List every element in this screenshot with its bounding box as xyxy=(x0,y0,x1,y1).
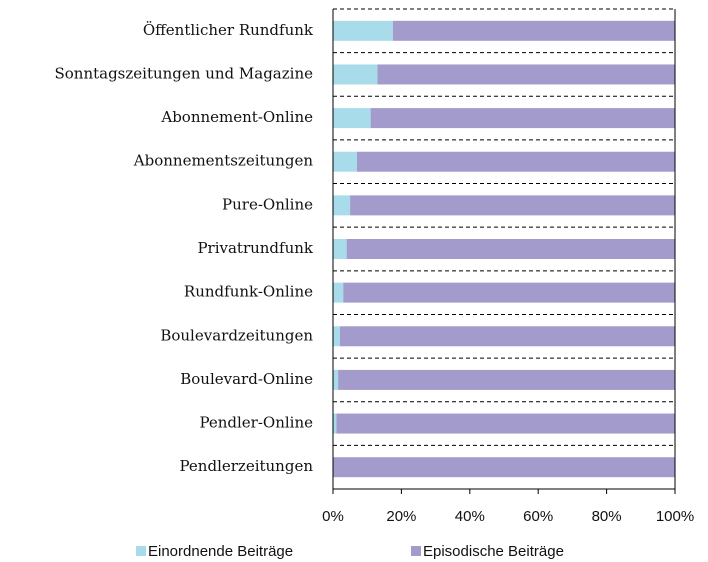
x-tick-label: 0% xyxy=(322,508,344,525)
x-tick-label: 100% xyxy=(656,508,694,525)
legend-label: Einordnende Beiträge xyxy=(148,543,293,560)
x-tick-label: 20% xyxy=(386,508,416,525)
bar-segment xyxy=(336,413,675,434)
category-label: Privatrundfunk xyxy=(197,239,313,257)
bar-segment xyxy=(392,20,675,41)
legend-label: Episodische Beiträge xyxy=(423,543,564,560)
bar-segment xyxy=(333,64,378,85)
bar-segment xyxy=(333,151,357,172)
bar-segment xyxy=(333,108,371,129)
bar-segment xyxy=(346,239,675,259)
category-label: Pure-Online xyxy=(222,195,313,213)
legend-swatch xyxy=(411,546,421,556)
category-label: Pendlerzeitungen xyxy=(180,457,314,475)
x-tick-label: 40% xyxy=(455,508,485,525)
bar-segment xyxy=(377,64,675,85)
bar-segment xyxy=(343,282,675,303)
bar-segment xyxy=(356,151,675,172)
bar-segment xyxy=(333,195,351,216)
x-tick-label: 60% xyxy=(523,508,553,525)
category-label: Rundfunk-Online xyxy=(184,283,313,301)
bar-segment xyxy=(339,326,675,347)
bar-segment xyxy=(333,369,339,390)
category-label: Abonnement-Online xyxy=(160,108,313,126)
category-label: Pendler-Online xyxy=(199,414,313,432)
bar-segment xyxy=(333,20,393,41)
x-tick-label: 80% xyxy=(592,508,622,525)
bar-segment xyxy=(333,457,675,478)
category-label: Boulevardzeitungen xyxy=(160,326,313,344)
category-label: Boulevard-Online xyxy=(180,370,313,388)
bar-segment xyxy=(338,369,675,390)
bar-segment xyxy=(350,195,675,216)
legend-swatch xyxy=(136,546,146,556)
bar-segment xyxy=(333,282,344,303)
bar-segment xyxy=(370,108,675,129)
bar-segment xyxy=(333,413,337,434)
bar-segment xyxy=(333,239,347,259)
bar-segment xyxy=(333,326,340,347)
category-label: Sonntagszeitungen und Magazine xyxy=(54,64,313,82)
category-label: Abonnementszeitungen xyxy=(133,152,314,170)
category-label: Öffentlicher Rundfunk xyxy=(143,21,314,39)
